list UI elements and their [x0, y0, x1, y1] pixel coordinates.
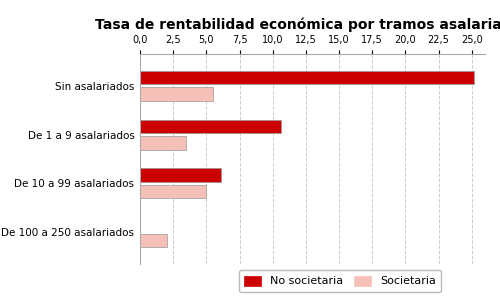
Title: Tasa de rentabilidad económica por tramos asalariados: Tasa de rentabilidad económica por tramo…	[95, 17, 500, 32]
Bar	[140, 136, 186, 150]
Bar	[140, 71, 474, 84]
Bar	[140, 185, 206, 199]
Bar	[140, 87, 213, 101]
Legend: No societaria, Societaria: No societaria, Societaria	[239, 270, 442, 292]
Bar	[140, 119, 280, 133]
Bar	[140, 234, 166, 247]
Bar	[140, 168, 221, 182]
